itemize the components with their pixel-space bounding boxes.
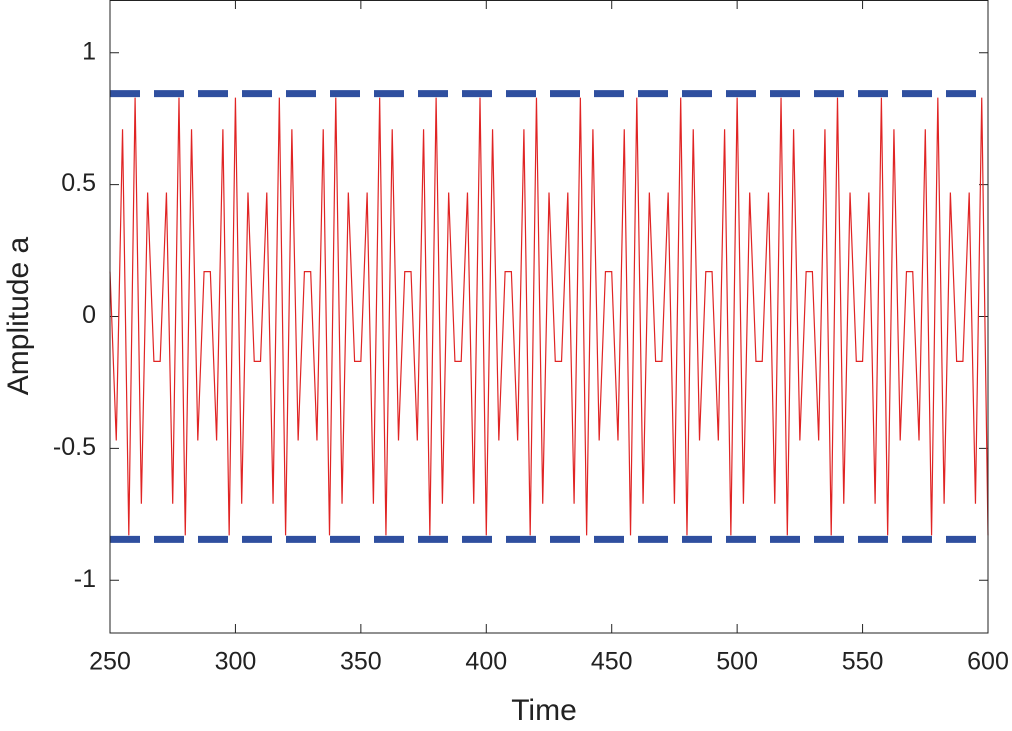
y-tick-label: 0.5 [61, 169, 96, 197]
x-tick-label: 500 [716, 648, 758, 676]
y-axis-label: Amplitude a [2, 236, 35, 395]
x-axis-label: Time [511, 694, 577, 727]
x-tick-label: 550 [842, 648, 884, 676]
x-tick-label: 350 [340, 648, 382, 676]
y-tick-label: -1 [74, 565, 96, 593]
x-tick-label: 600 [967, 648, 1009, 676]
plot-frame [109, 0, 989, 634]
x-tick-label: 400 [465, 648, 507, 676]
y-tick-label: 1 [82, 37, 96, 65]
y-tick-label: 0 [82, 301, 96, 329]
x-tick-label: 450 [591, 648, 633, 676]
signal-line [109, 97, 989, 536]
x-tick-label: 300 [215, 648, 257, 676]
y-tick-label: -0.5 [53, 433, 96, 461]
x-tick-label: 250 [89, 648, 131, 676]
